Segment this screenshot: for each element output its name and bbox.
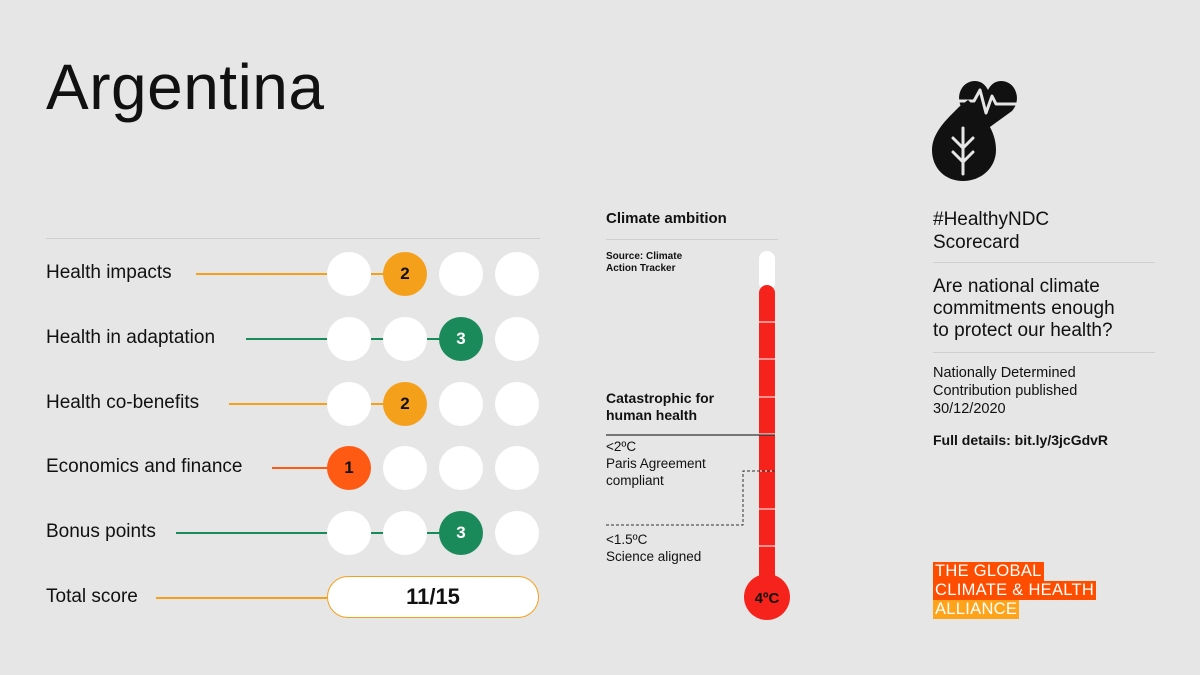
science-aligned-label: <1.5ºC Science aligned [606,532,702,564]
paris-agreement-label: <2ºC Paris Agreement compliant [606,439,706,488]
score-dot-filled: 1 [327,446,371,490]
score-dot-empty [327,317,371,361]
score-dot-empty [495,446,539,490]
score-dot-empty [495,252,539,296]
scorecard-question: Are national climate commitments enough … [933,276,1115,341]
score-dot-filled: 2 [383,382,427,426]
climate-ambition-divider [606,239,778,240]
score-dot-empty [495,382,539,426]
thermometer-tube-empty [759,251,775,291]
full-details-link[interactable]: Full details: bit.ly/3jcGdvR [933,432,1109,448]
scorecard-title: #HealthyNDC Scorecard [933,209,1050,253]
right-divider-2 [933,352,1155,353]
total-score-value: 11/15 [327,576,539,618]
row-connector [176,532,441,534]
thermometer-bulb [744,574,790,620]
alliance-logo: THE GLOBAL CLIMATE & HEALTH ALLIANCE [933,562,1097,619]
score-dot-empty [439,446,483,490]
score-dot-filled: 2 [383,252,427,296]
total-score-label: Total score [46,586,138,607]
thermometer-reading: 4ºC [755,590,780,607]
row-connector [272,467,329,469]
score-dot-empty [439,252,483,296]
climate-ambition-heading: Climate ambition [606,210,727,227]
country-title: Argentina [46,51,325,123]
logo-line-1: THE GLOBAL [933,562,1044,581]
thermometer-tube-filled [759,285,775,595]
row-label: Economics and finance [46,456,243,477]
catastrophic-label: Catastrophic for human health [606,390,715,423]
scorecard-top-divider [46,238,540,239]
score-dot-empty [383,317,427,361]
score-dot-empty [383,446,427,490]
logo-line-3: ALLIANCE [933,600,1020,619]
row-label: Health impacts [46,262,172,283]
score-dot-empty [327,382,371,426]
score-dot-filled: 3 [439,511,483,555]
ndc-publication-info: Nationally Determined Contribution publi… [933,365,1078,417]
score-dot-empty [495,511,539,555]
score-dot-empty [439,382,483,426]
score-dot-filled: 3 [439,317,483,361]
row-label: Health in adaptation [46,327,216,348]
thermometer: 4ºC [606,251,790,620]
source-note: Source: Climate Action Tracker [606,251,683,274]
row-connector [229,403,385,405]
heart-pulse-leaf-icon [932,81,1024,181]
score-dot-empty [327,252,371,296]
row-label: Bonus points [46,521,156,542]
right-divider-1 [933,262,1155,263]
score-dot-empty [495,317,539,361]
total-score-connector [156,597,327,599]
row-connector [196,273,385,275]
score-dot-empty [383,511,427,555]
score-dot-empty [327,511,371,555]
science-threshold-line [606,470,775,526]
row-label: Health co-benefits [46,392,200,413]
logo-line-2: CLIMATE & HEALTH [933,581,1097,600]
